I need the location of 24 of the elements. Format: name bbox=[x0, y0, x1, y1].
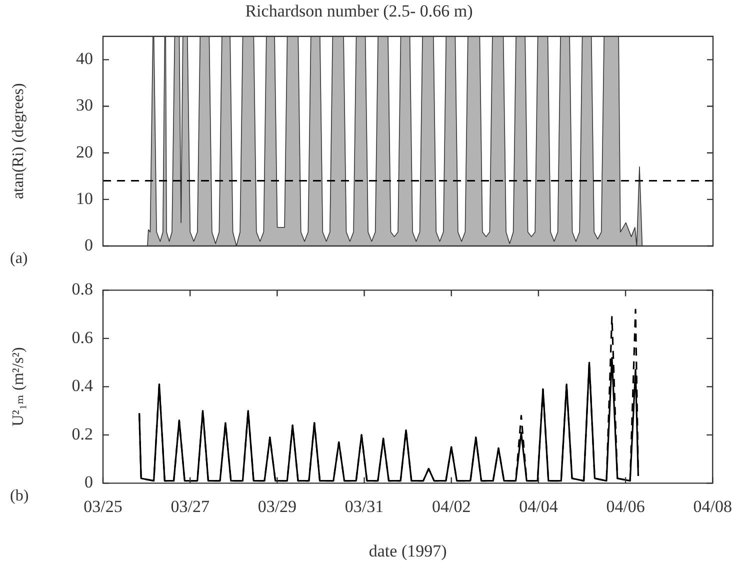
y-tick-label: 30 bbox=[76, 96, 93, 115]
y-tick-label: 0.8 bbox=[72, 280, 93, 299]
x-axis-title: date (1997) bbox=[368, 541, 447, 560]
y-axis-title: atan(Ri) (degrees) bbox=[10, 83, 27, 200]
text: (a) bbox=[10, 250, 28, 268]
x-tick-label: 04/08 bbox=[693, 496, 732, 516]
x-tick-label: 03/29 bbox=[258, 496, 297, 516]
y-tick-label: 0 bbox=[84, 472, 93, 492]
y-tick-label: 0.4 bbox=[72, 376, 94, 396]
x-tick-label: 04/04 bbox=[519, 496, 558, 516]
text: (b) bbox=[10, 487, 29, 504]
y-tick-label: 40 bbox=[76, 49, 93, 68]
chart-title: Richardson number (2.5- 0.66 m) bbox=[245, 2, 473, 21]
x-tick-label: 04/02 bbox=[432, 496, 471, 516]
x-tick-label: 03/27 bbox=[170, 496, 210, 516]
y-tick-label: 20 bbox=[76, 142, 93, 162]
y-tick-label: 0 bbox=[84, 235, 93, 254]
x-tick-label: 04/06 bbox=[606, 496, 645, 516]
x-tick-label: 03/31 bbox=[344, 496, 384, 516]
y-tick-label: 10 bbox=[76, 188, 93, 208]
y-tick-label: 0.2 bbox=[72, 424, 93, 444]
y-tick-label: 0.6 bbox=[72, 328, 93, 347]
x-tick-label: 03/25 bbox=[84, 496, 122, 516]
y-axis-title: U²₁ₘ (m²/s²) bbox=[10, 347, 27, 426]
